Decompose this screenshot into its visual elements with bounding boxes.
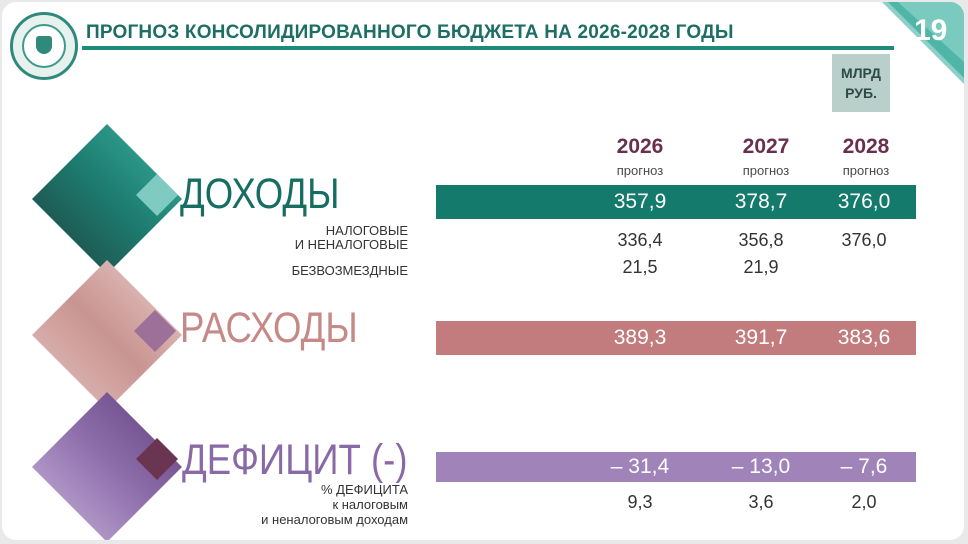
deficit-pct-2028: 2,0 [851,492,877,512]
title-underline [82,46,894,50]
income-small-diamond-icon [136,174,178,216]
deficit-pct-2027: 3,6 [748,492,774,512]
deficit-diamond-icon [32,392,182,540]
year-2028: 2028 [842,135,890,158]
deficit-bar [436,452,916,482]
units-line-2: РУБ. [845,85,877,101]
expenses-bar [436,321,916,355]
expenses-2027: 391,7 [734,326,788,349]
expenses-label: РАСХОДЫ [180,304,358,352]
year-2026-sub: прогноз [616,163,664,178]
year-2027: 2027 [742,135,790,158]
deficit-label: ДЕФИЦИТ (-) [182,436,408,484]
tax-2027: 356,8 [738,230,784,250]
tax-label-line-1: НАЛОГОВЫЕ [325,223,408,238]
income-label: ДОХОДЫ [180,170,340,218]
tax-label-line-2: И НЕНАЛОГОВЫЕ [294,237,408,252]
grants-2026: 21,5 [622,257,658,277]
grants-label: БЕЗВОЗМЕЗДНЫЕ [291,263,408,278]
deficit-pct-2026: 9,3 [627,492,653,512]
deficit-pct-label-line-1: % ДЕФИЦИТА [320,482,408,497]
year-2028-sub: прогноз [842,163,890,178]
income-2026: 357,9 [613,190,667,213]
income-diamond-icon [32,124,182,274]
deficit-2027: – 13,0 [731,455,791,478]
deficit-2026: – 31,4 [610,455,670,478]
units-line-1: МЛРД [841,65,881,81]
units-badge: МЛРД РУБ. [832,54,890,112]
expenses-diamond-icon [32,260,182,410]
expenses-2028: 383,6 [837,326,891,349]
deficit-pct-label-line-3: и неналоговым доходам [261,512,408,527]
grants-2027: 21,9 [743,257,779,277]
income-bar [436,185,916,219]
logo-emblem [10,12,78,80]
deficit-pct-label-line-2: к налоговым [332,497,408,512]
deficit-2028: – 7,6 [840,455,888,478]
page-title: ПРОГНОЗ КОНСОЛИДИРОВАННОГО БЮДЖЕТА НА 20… [86,22,734,43]
income-2028: 376,0 [837,190,891,213]
tax-2028: 376,0 [841,230,887,250]
year-2026: 2026 [616,135,664,158]
expenses-small-diamond-icon [134,310,176,352]
tax-2026: 336,4 [617,230,663,250]
page-corner-decoration [882,2,964,84]
deficit-small-diamond-icon [136,438,178,480]
expenses-2026: 389,3 [613,326,667,349]
income-2027: 378,7 [734,190,788,213]
year-2027-sub: прогноз [742,163,790,178]
tax-label: НАЛОГОВЫЕ И НЕНАЛОГОВЫЕ [295,224,408,252]
page-number: 19 [914,14,948,47]
deficit-pct-label: % ДЕФИЦИТА к налоговым и неналоговым дох… [261,482,408,527]
